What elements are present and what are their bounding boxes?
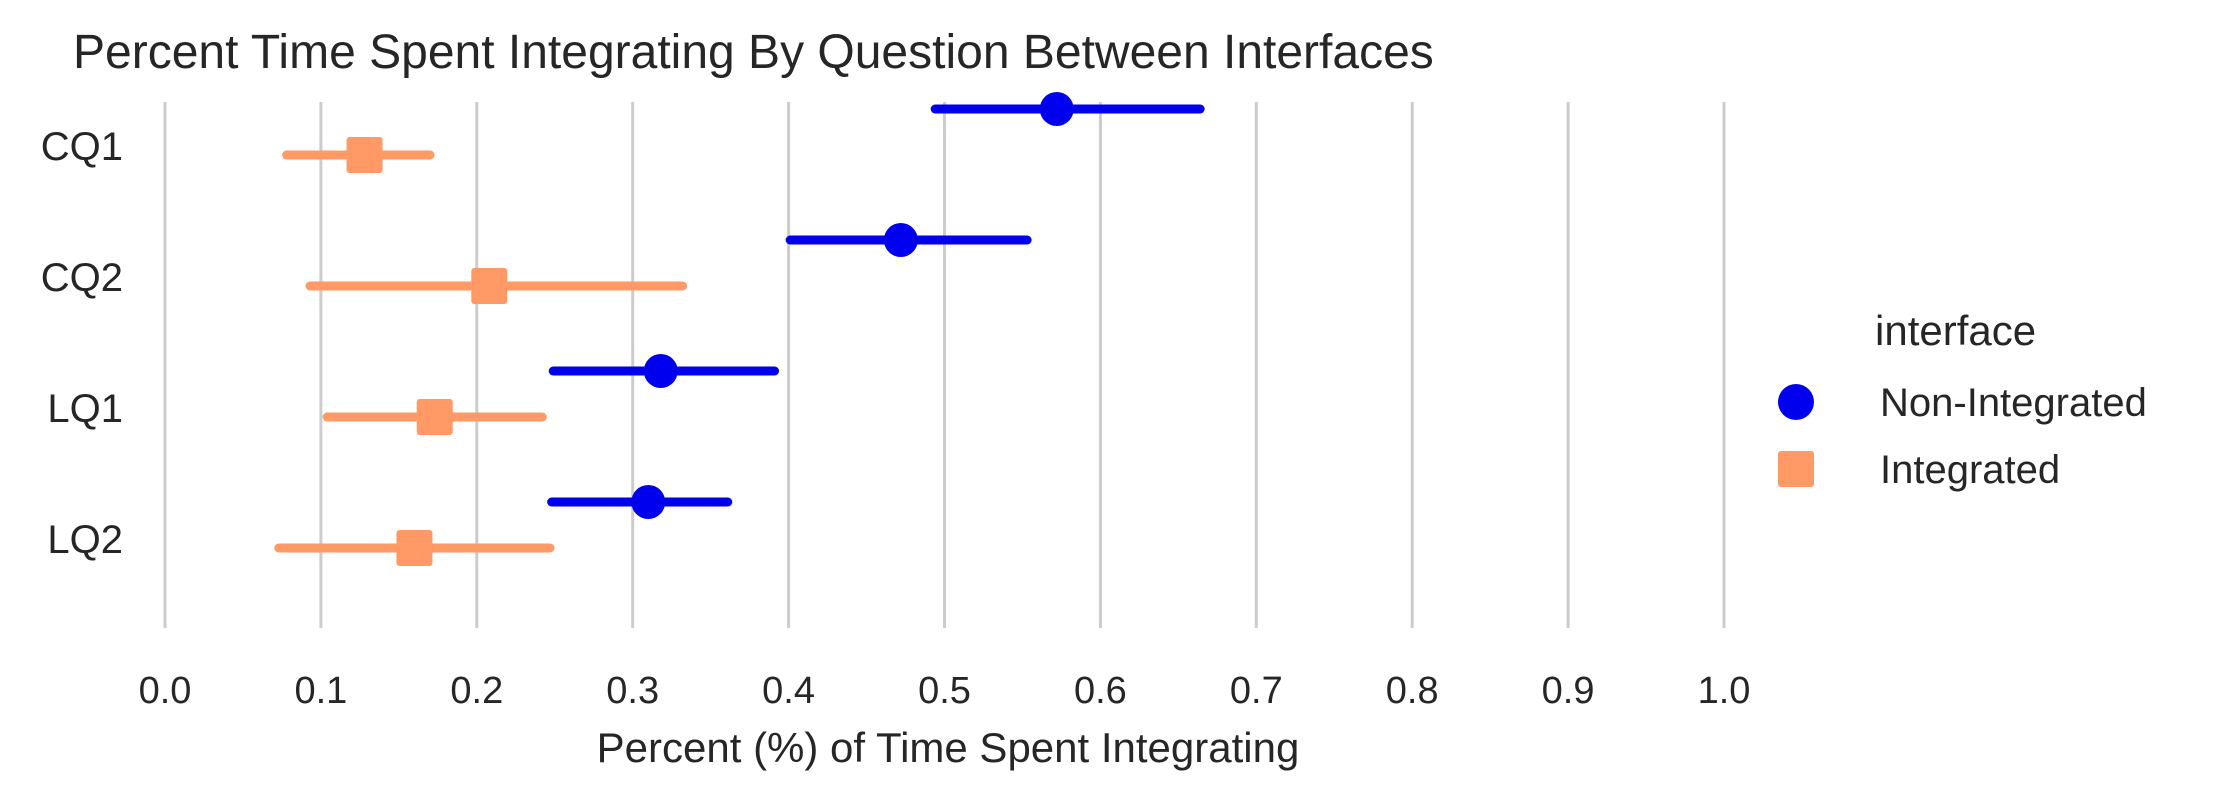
point-integrated-cq2 — [471, 268, 508, 304]
x-axis-ticks: 0.0 0.1 0.2 0.3 0.4 0.5 0.6 0.7 0.8 0.9 1.0 — [139, 670, 1751, 712]
x-tick-label-9: 0.9 — [1542, 670, 1595, 712]
point-integrated-cq1 — [346, 137, 383, 173]
x-tick-label-8: 0.8 — [1386, 670, 1439, 712]
point-non-integrated-cq1 — [1039, 92, 1074, 126]
point-integrated-lq1 — [416, 399, 453, 435]
chart-title: Percent Time Spent Integrating By Questi… — [73, 26, 1434, 79]
x-tick-label-5: 0.5 — [918, 670, 971, 712]
y-tick-label-lq2: LQ2 — [47, 518, 123, 562]
plot-marks — [274, 92, 1205, 566]
x-tick-label-2: 0.2 — [450, 670, 503, 712]
legend-label-non-integrated: Non-Integrated — [1880, 381, 2147, 425]
point-non-integrated-cq2 — [883, 223, 918, 257]
y-tick-label-cq1: CQ1 — [41, 125, 123, 169]
point-non-integrated-lq2 — [631, 485, 666, 519]
point-non-integrated-lq1 — [643, 354, 678, 388]
x-tick-label-0: 0.0 — [139, 670, 192, 712]
legend-items: Non-Integrated Integrated — [1778, 381, 2147, 492]
y-tick-label-lq1: LQ1 — [47, 387, 123, 431]
legend-title: interface — [1875, 307, 2036, 354]
legend-marker-non-integrated — [1778, 384, 1814, 420]
x-tick-label-4: 0.4 — [762, 670, 815, 712]
legend-label-integrated: Integrated — [1880, 448, 2060, 492]
y-tick-label-cq2: CQ2 — [41, 256, 123, 300]
legend-marker-integrated — [1778, 451, 1814, 487]
x-tick-label-1: 0.1 — [294, 670, 347, 712]
gridlines — [163, 102, 1726, 628]
x-axis-label: Percent (%) of Time Spent Integrating — [597, 724, 1300, 771]
x-tick-label-10: 1.0 — [1698, 670, 1751, 712]
y-axis-ticks: CQ1 CQ2 LQ1 LQ2 — [41, 125, 123, 562]
legend: interface Non-Integrated Integrated — [1778, 307, 2147, 492]
x-tick-label-3: 0.3 — [606, 670, 659, 712]
point-integrated-lq2 — [396, 530, 433, 566]
x-tick-label-6: 0.6 — [1074, 670, 1127, 712]
x-tick-label-7: 0.7 — [1230, 670, 1283, 712]
